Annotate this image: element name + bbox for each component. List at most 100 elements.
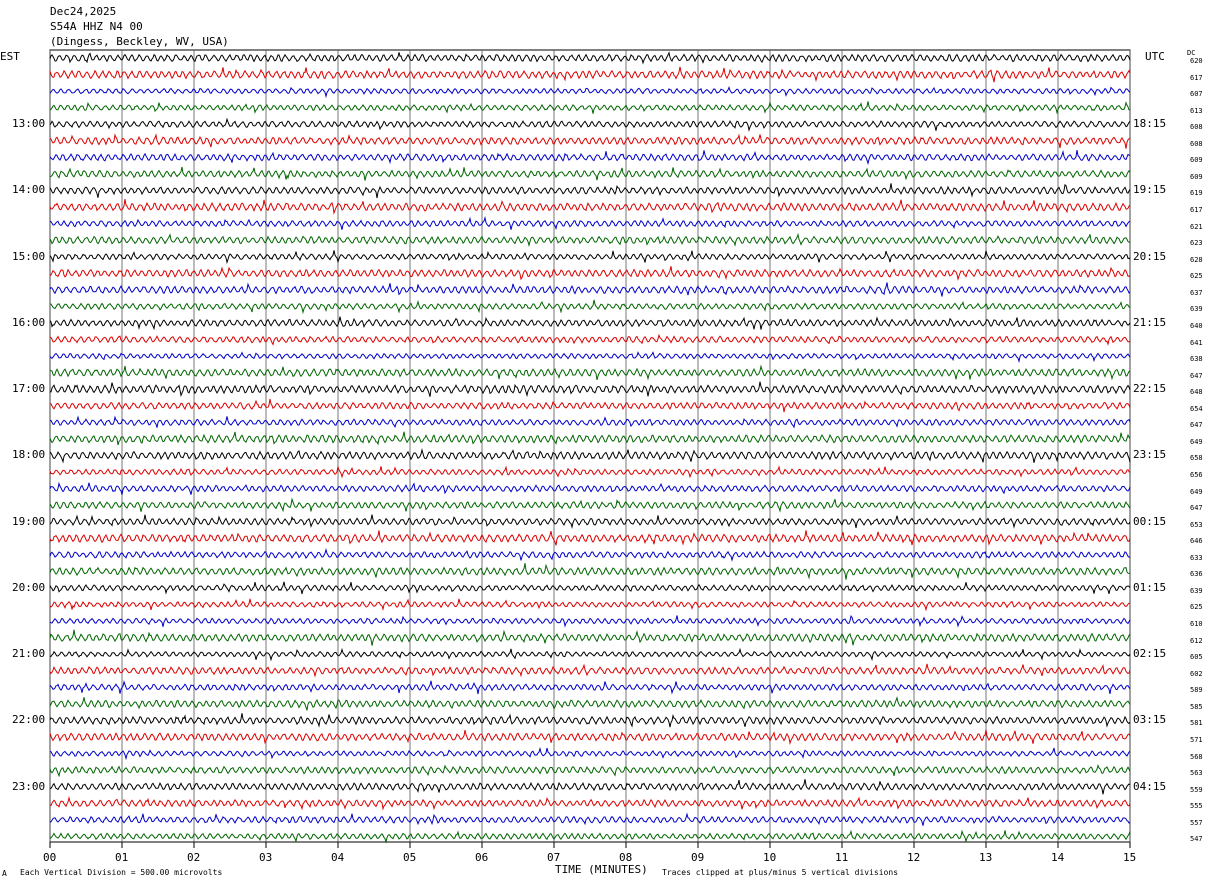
seismic-trace bbox=[49, 497, 1131, 513]
seismic-trace bbox=[49, 796, 1131, 811]
seismic-trace bbox=[49, 117, 1131, 132]
dc-offset-value: 609 bbox=[1190, 172, 1203, 181]
dc-offset-value: 640 bbox=[1190, 321, 1203, 330]
right-hour-label: 20:15 bbox=[1133, 249, 1167, 263]
left-hour-label: 17:00 bbox=[12, 382, 46, 396]
right-hour-label: 19:15 bbox=[1133, 183, 1167, 197]
dc-header-label: DC bbox=[1187, 49, 1196, 57]
x-tick-label: 05 bbox=[403, 851, 417, 864]
seismic-trace bbox=[49, 514, 1131, 529]
right-hour-label: 23:15 bbox=[1133, 448, 1167, 462]
left-hour-label: 20:00 bbox=[12, 580, 46, 594]
right-hour-label: 01:15 bbox=[1133, 580, 1167, 594]
seismic-trace bbox=[49, 431, 1131, 446]
plot-frame bbox=[49, 49, 1131, 843]
seismic-trace bbox=[49, 364, 1131, 381]
left-hour-label: 21:00 bbox=[12, 647, 46, 661]
dc-offset-value: 633 bbox=[1190, 553, 1203, 562]
dc-offset-value: 607 bbox=[1190, 90, 1203, 99]
dc-offset-value: 638 bbox=[1190, 355, 1203, 364]
seismic-trace bbox=[49, 563, 1131, 580]
station-location: (Dingess, Beckley, WV, USA) bbox=[50, 35, 229, 48]
seismic-trace bbox=[49, 133, 1131, 149]
x-tick-label: 11 bbox=[835, 851, 849, 864]
seismic-trace bbox=[49, 66, 1131, 83]
seismic-trace bbox=[49, 663, 1131, 678]
dc-offset-value: 625 bbox=[1190, 603, 1203, 612]
seismic-trace bbox=[49, 581, 1131, 595]
right-hour-label: 18:15 bbox=[1133, 117, 1167, 131]
scale-note: Each Vertical Division = 500.00 microvol… bbox=[20, 868, 223, 877]
seismic-trace bbox=[49, 166, 1131, 181]
right-timezone-label: UTC bbox=[1145, 50, 1165, 63]
seismic-trace bbox=[49, 547, 1131, 562]
dc-offset-value: 647 bbox=[1190, 421, 1203, 430]
seismic-trace bbox=[49, 415, 1131, 429]
seismic-trace bbox=[49, 763, 1131, 778]
x-tick-label: 12 bbox=[907, 851, 921, 864]
dc-offset-value: 647 bbox=[1190, 504, 1203, 513]
dc-offset-value: 609 bbox=[1190, 156, 1203, 165]
dc-offset-value: 568 bbox=[1190, 752, 1203, 761]
x-tick-label: 03 bbox=[259, 851, 273, 864]
dc-offset-value: 649 bbox=[1190, 437, 1203, 446]
dc-offset-value: 571 bbox=[1190, 735, 1203, 744]
seismic-trace bbox=[49, 381, 1131, 398]
seismic-trace bbox=[49, 282, 1131, 297]
dc-offset-value: 617 bbox=[1190, 73, 1203, 82]
x-tick-label: 09 bbox=[691, 851, 705, 864]
dc-offset-value: 563 bbox=[1190, 769, 1203, 778]
x-tick-label: 06 bbox=[475, 851, 489, 864]
dc-offset-value: 623 bbox=[1190, 239, 1203, 248]
dc-offset-value: 581 bbox=[1190, 719, 1203, 728]
dc-offset-value: 619 bbox=[1190, 189, 1203, 198]
dc-offset-value: 547 bbox=[1190, 835, 1203, 844]
dc-offset-value: 612 bbox=[1190, 636, 1203, 645]
seismic-trace bbox=[49, 812, 1131, 826]
seismic-trace bbox=[49, 696, 1131, 711]
x-tick-label: 08 bbox=[619, 851, 633, 864]
dc-offset-value: 649 bbox=[1190, 487, 1203, 496]
dc-offset-value: 636 bbox=[1190, 570, 1203, 579]
x-tick-label: 01 bbox=[115, 851, 129, 864]
plot-date: Dec24,2025 bbox=[50, 5, 117, 18]
dc-offset-value: 557 bbox=[1190, 818, 1203, 827]
left-hour-label: 13:00 bbox=[12, 117, 46, 131]
left-hour-label: 15:00 bbox=[12, 249, 46, 263]
left-hour-label: 22:00 bbox=[12, 713, 46, 727]
seismic-trace bbox=[49, 199, 1131, 215]
dc-offset-value: 559 bbox=[1190, 785, 1203, 794]
dc-offset-value: 639 bbox=[1190, 305, 1203, 314]
right-hour-label: 04:15 bbox=[1133, 779, 1167, 793]
left-hour-label: 18:00 bbox=[12, 448, 46, 462]
dc-offset-value: 625 bbox=[1190, 272, 1203, 281]
seismic-trace bbox=[49, 85, 1131, 99]
seismic-trace bbox=[49, 250, 1131, 265]
x-tick-label: 14 bbox=[1051, 851, 1065, 864]
dc-offset-value: 602 bbox=[1190, 669, 1203, 678]
right-hour-label: 22:15 bbox=[1133, 382, 1167, 396]
seismic-trace bbox=[49, 266, 1131, 282]
right-hour-label: 03:15 bbox=[1133, 713, 1167, 727]
left-hour-label: 14:00 bbox=[12, 183, 46, 197]
seismic-trace bbox=[49, 680, 1131, 695]
dc-offset-value: 653 bbox=[1190, 520, 1203, 529]
dc-offset-value: 656 bbox=[1190, 471, 1203, 479]
seismic-trace bbox=[49, 829, 1131, 844]
seismic-trace bbox=[49, 333, 1131, 346]
corner-mark: A bbox=[2, 869, 7, 878]
seismic-trace bbox=[49, 746, 1131, 761]
dc-offset-value: 637 bbox=[1190, 288, 1203, 297]
seismic-trace bbox=[49, 232, 1131, 248]
dc-offset-value: 608 bbox=[1190, 139, 1203, 148]
dc-offset-value: 555 bbox=[1190, 802, 1203, 811]
x-tick-label: 10 bbox=[763, 851, 777, 864]
x-axis-title: TIME (MINUTES) bbox=[555, 863, 648, 876]
dc-offset-value: 620 bbox=[1190, 57, 1203, 65]
dc-offset-value: 608 bbox=[1190, 123, 1203, 132]
left-hour-label: 23:00 bbox=[12, 779, 46, 793]
x-tick-label: 02 bbox=[187, 851, 201, 864]
x-tick-label: 07 bbox=[547, 851, 561, 864]
x-tick-label: 00 bbox=[43, 851, 57, 864]
dc-offset-value: 654 bbox=[1190, 404, 1203, 413]
